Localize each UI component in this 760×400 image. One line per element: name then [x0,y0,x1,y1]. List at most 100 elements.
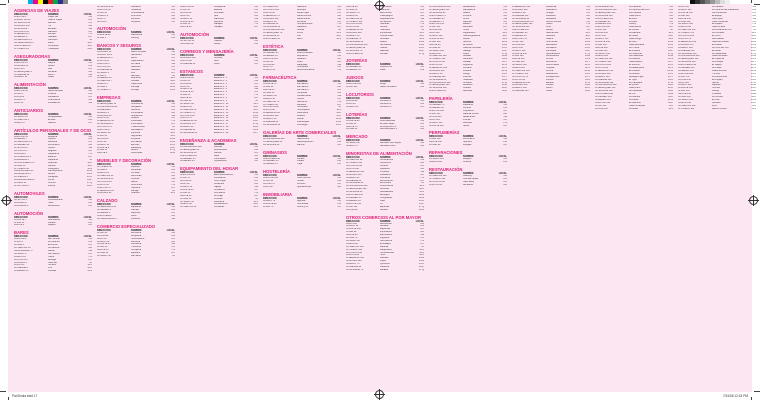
list-item: C/NORTE 110 Kebab 12-L [429,38,509,41]
name-cell: La Carmencita [712,75,727,78]
address-cell: C/SUR 30 [180,23,191,26]
directory-section: C/PRINCESA 100 La Casuela 1-A C/CASTELLANA … [595,6,675,111]
address-cell: C/MAYOR 30 [14,90,28,93]
name-cell: Clínica [546,69,554,72]
local-cell: 12-L [668,37,673,40]
column-header: DIRECCIÓN [97,203,111,207]
column-header: LOCAL [83,87,92,91]
address-cell: C/ALCALÁ 14 [97,51,112,54]
name-cell: Alfombras [131,174,142,177]
list-item: C/ATOCHA 70 Traducciones 9-I [97,126,177,129]
list-item: C/PRADO 110 Relojero 1-A [429,158,509,161]
list-item: C/NORTE 130 Ayuntamiento 17-Q [512,53,592,56]
list-item: C/PRINCESA 3 Informática 8-H [97,123,177,126]
list-item: C/VELÁZQUEZ 150 Casa Paco 29-C [595,87,675,90]
address-cell: C/PRÍNCIPE 30 [97,177,114,180]
name-cell: Ferretería [131,231,142,234]
address-cell: C/SERRANO 120 [429,67,448,70]
name-cell: Estanco nº 6 [214,91,227,94]
local-cell: 18-R [419,208,424,211]
local-cell: 3-C [752,11,756,14]
address-cell: C/PRÍNCIPE 140 [678,61,696,64]
list-item: C/SUR 30 Masajes 7-G [180,23,260,26]
name-cell: Santander [131,54,142,57]
directory-section: ALIMENTACIÓN DIRECCIÓN NOMBRE LOCAL C/MAYOR … [14,82,94,105]
address-cell: C/CARMEN 105 [595,96,612,99]
column-header: LOCAL [166,228,175,232]
local-cell: 7-G [337,100,341,103]
address-cell: C/MAYOR 3 [97,62,110,65]
address-cell: C/SUR 130 [595,43,607,46]
local-cell: 15-O [501,46,507,49]
local-cell: 28-B [751,84,756,87]
address-cell: C/ATOCHA 170 [512,75,528,78]
local-cell: 1-A [88,16,92,18]
local-cell: 19-S [502,58,507,61]
address-cell: C/HUERTAS 7 [97,80,112,83]
local-cell: 10-J [336,32,341,35]
list-item: C/RÍO 150 La Cabaña 1-A [678,6,758,9]
local-cell: 9-I [89,39,92,42]
address-cell: C/GOYA 60 [180,59,192,62]
column-header: DIRECCIÓN [346,116,360,120]
list-item: C/PRÍNCIPE 140 La Perejila 20-T [678,61,758,64]
local-cell: 7-G [586,23,590,26]
local-cell: 5-E [88,73,92,76]
local-cell: 1-A [254,174,258,177]
local-cell: 13-M [584,40,590,43]
address-cell: C/SOL 30 [97,134,108,137]
name-cell: Textil [380,254,386,257]
name-cell: Estanco nº 15 [214,117,229,120]
local-cell: 11-K [87,164,92,167]
name-cell: El Tigre [629,78,637,81]
list-item: C/PRÍNCIPE 110 Cine 8-H [512,26,592,29]
local-cell: 2-B [420,69,424,72]
local-cell: 22-V [585,67,590,70]
local-cell: 22-V [668,67,673,70]
list-item: C/PRADO 60 Parafarmacia 5-E [263,95,343,98]
list-item: C/MAYOR 50 Relojería 1-A [14,136,94,139]
local-cell: 13-M [418,257,424,260]
list-item: C/SERRANO 2 Iberojet 7-G [14,33,94,36]
directory-section: LOCUTORIOS DIRECCIÓN NOMBRE LOCAL C/LUNA 80 L… [346,92,426,109]
list-item: C/CAVA 90 Douglas 3-C [429,144,509,147]
list-item: C/MONTERA 20 Baile 4-D [180,155,260,158]
directory-section: MERCADO DIRECCIÓN NOMBRE LOCAL C/PRADO 80 Mer… [346,134,426,148]
name-cell: Café Gijón [712,17,723,20]
local-cell: 6-F [337,66,341,69]
name-cell: Formación [131,140,142,143]
address-cell: C/ARENAL 18 [97,77,112,80]
local-cell: 16-P [87,179,92,182]
name-cell: Gimnasio [214,11,224,14]
name-cell: Polideportivo [546,75,560,78]
list-item: C/CASTELLANA 170 Centro cultural 6-F [512,21,592,24]
list-item: C/HUERTAS 18 Cervecería 4-D [14,247,94,250]
section-header-row: DIRECCIÓN NOMBRE LOCAL [14,113,94,116]
list-item: C/RÍO 100 Distribución 1-A [346,223,426,226]
local-cell: 4-D [337,91,341,94]
name-cell: Óptica [48,147,55,150]
name-cell: Geox [131,215,137,218]
address-cell: C/MONTERA 30 [263,37,280,40]
address-cell: C/ATOCHA 160 [429,180,445,183]
local-cell: 2-B [503,177,507,180]
list-item: C/ARCO 90 Almacén 2-B [346,225,426,228]
section-title: EQUIPAMIENTO DEL HOGAR [180,166,239,172]
address-cell: C/POSTAS 3 [14,150,28,153]
address-cell: C/CUCHILLEROS 5 [14,161,35,164]
address-cell: C/MAYOR 100 [180,174,196,177]
name-cell: Maquillaje [297,63,308,66]
column-header: LOCAL [332,48,341,52]
list-item: C/SOL 9 La Taberna 2-B [14,241,94,244]
address-cell: C/GOYA 2 [14,264,25,267]
address-cell: C/NORTE 120 [429,124,444,127]
local-cell: 14-N [336,121,341,123]
column-header: NOMBRE [380,156,391,160]
column-header: DIRECCIÓN [14,215,28,219]
name-cell: Estanco nº 9 [214,100,227,103]
name-cell: Auditorio [546,35,556,38]
address-cell: C/PRADO 100 [429,49,444,52]
name-cell: Argentino [463,64,473,67]
address-cell: C/SERRANO 10 [97,189,114,192]
address-cell: C/ARENAL 12 [14,270,29,273]
